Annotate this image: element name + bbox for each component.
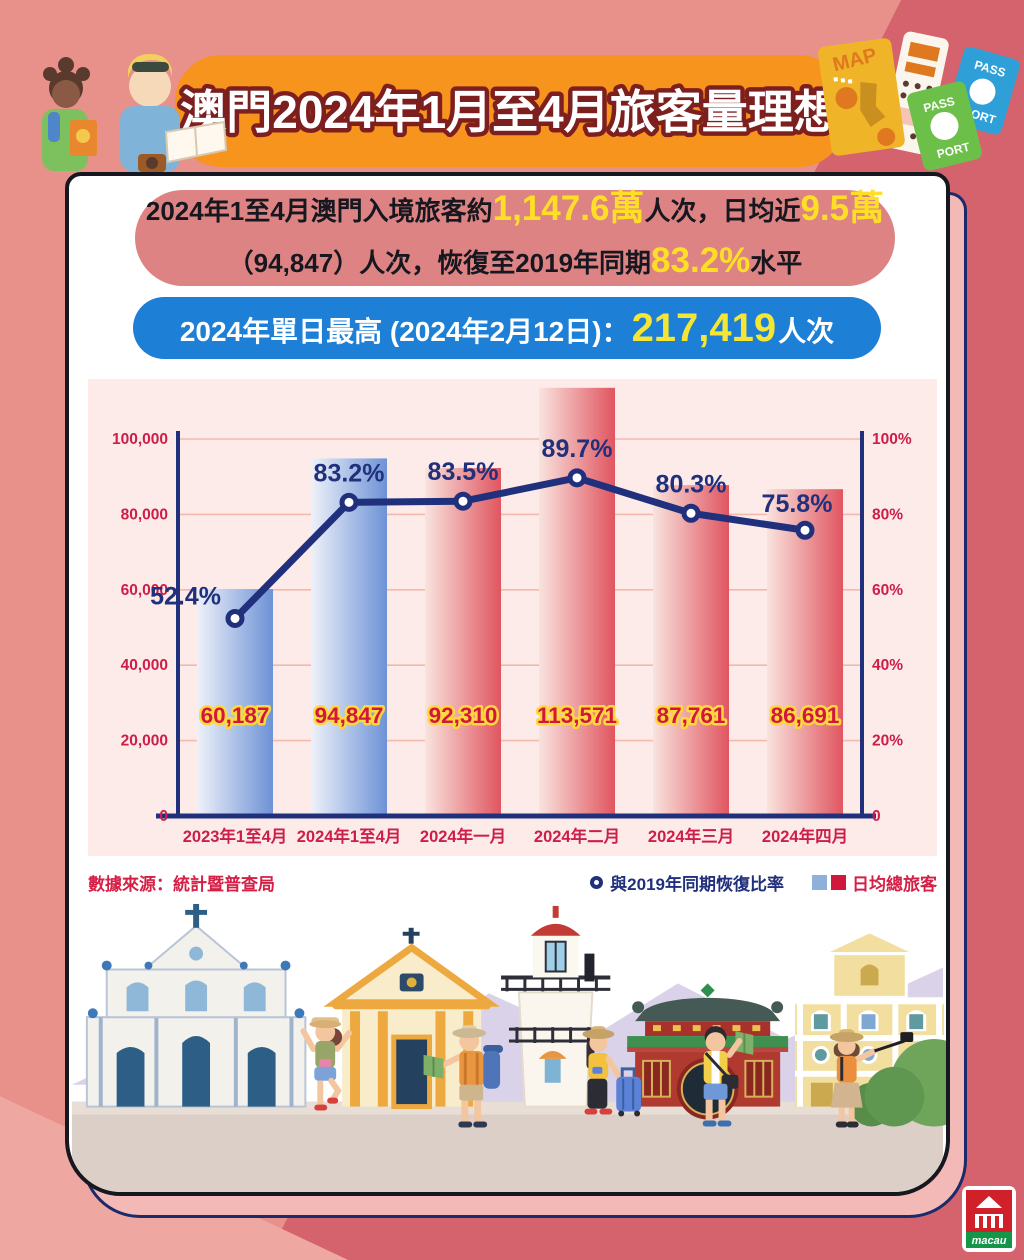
ruins-of-st-pauls [85,903,307,1108]
line-series-marker-icon [590,875,604,889]
svg-text:60,000: 60,000 [121,582,168,599]
chart-footer: 數據來源：統計暨普查局 與2019年同期恢復比率 日均總旅客 [88,868,937,896]
tourist-with-suitcase [582,1026,642,1117]
recovery-rate: 83.2% [651,241,751,280]
svg-text:80,000: 80,000 [121,506,168,523]
daily-high-value: 217,419 [631,306,777,350]
svg-text:86,691: 86,691 [771,703,840,728]
main-card: 2024年1至4月澳門入境旅客約1,147.6萬人次，日均近9.5萬 （94,8… [65,172,950,1196]
svg-text:2024年1至4月: 2024年1至4月 [297,826,402,846]
svg-text:40,000: 40,000 [121,657,168,674]
svg-text:20%: 20% [872,733,903,750]
svg-text:92,310: 92,310 [429,703,498,728]
macau-landmarks-illustration [69,898,946,1192]
guia-lighthouse [501,905,611,1108]
daily-high-suffix: 人次 [778,316,835,347]
data-source: 數據來源：統計暨普查局 [88,874,275,894]
svg-text:2024年三月: 2024年三月 [648,826,734,846]
svg-text:83.2%: 83.2% [314,459,385,487]
svg-text:87,761: 87,761 [657,703,726,728]
svg-text:89.7%: 89.7% [542,435,613,463]
svg-text:80.3%: 80.3% [656,470,727,498]
svg-text:60%: 60% [872,582,903,599]
bar-red-swatch-icon [831,874,846,890]
svg-text:80%: 80% [872,506,903,523]
svg-text:100,000: 100,000 [112,431,168,448]
bushes [849,1039,946,1127]
svg-text:2024年一月: 2024年一月 [420,826,506,846]
chart-legend: 與2019年同期恢復比率 日均總旅客 [590,870,937,895]
tourist-jumping-girl [300,1017,353,1111]
map-booklet: MAP [818,38,905,156]
bar-blue-swatch-icon [812,874,827,890]
tourist-selfie [829,1029,914,1128]
bar-line-chart: 0 20,000 40,000 60,000 80,000 100,000 0 20% 40% 6… [112,387,912,846]
svg-text:83.5%: 83.5% [428,458,499,486]
svg-text:52.4%: 52.4% [150,582,221,610]
bar-series-label: 日均總旅客 [852,874,937,894]
svg-text:2024年二月: 2024年二月 [534,826,620,846]
svg-text:2024年四月: 2024年四月 [762,826,848,846]
logo-label: macau [972,1235,1007,1247]
summary-line-1: 2024年1至4月澳門入境旅客約1,147.6萬人次，日均近9.5萬 [146,186,884,238]
svg-text:75.8%: 75.8% [762,490,833,518]
title-banner: 澳門2024年1月至4月旅客量理想 [175,55,845,167]
svg-text:94,847: 94,847 [315,703,384,728]
svg-text:0: 0 [159,808,168,825]
tourist-backpacker [423,1025,504,1128]
line-series-label: 與2019年同期恢復比率 [610,874,784,894]
svg-text:0: 0 [872,808,881,825]
summary-text: 水平 [750,248,803,278]
visitor-chart: 0 20,000 40,000 60,000 80,000 100,000 0 20% 40% 6… [88,379,937,856]
daily-average: 9.5萬 [800,189,885,228]
total-visitors: 1,147.6萬 [492,189,645,228]
summary-text: 2024年1至4月澳門入境旅客約 [145,196,493,226]
svg-text:60,187: 60,187 [201,703,270,728]
summary-text: （94,847）人次，恢復至2019年同期 [227,248,652,278]
ground [71,1101,944,1192]
svg-text:40%: 40% [872,657,903,674]
tourist-with-map [120,54,228,172]
tourist-with-map [702,1026,754,1127]
summary-pill: 2024年1至4月澳門入境旅客約1,147.6萬人次，日均近9.5萬 （94,8… [135,189,895,286]
svg-text:2023年1至4月: 2023年1至4月 [183,826,288,846]
summary-text: 人次，日均近 [644,196,801,226]
tourists-illustration-top [28,36,228,178]
macau-tourism-logo: macau [962,1186,1016,1252]
passport-green: PASS PORT [907,81,982,171]
svg-text:20,000: 20,000 [121,733,168,750]
summary-line-2: （94,847）人次，恢復至2019年同期83.2%水平 [228,238,803,290]
page-title: 澳門2024年1月至4月旅客量理想 [180,86,840,138]
svg-text:100%: 100% [872,431,912,448]
daily-high-pill: 2024年單日最高 (2024年2月12日)： 217,419 人次 [133,297,881,359]
daily-high-label: 2024年單日最高 (2024年2月12日)： [179,316,630,347]
kid-with-passport [42,57,97,171]
svg-text:113,571: 113,571 [537,703,617,728]
travel-items-illustration: MAP PASS PORT PASS PORT [796,24,1020,186]
